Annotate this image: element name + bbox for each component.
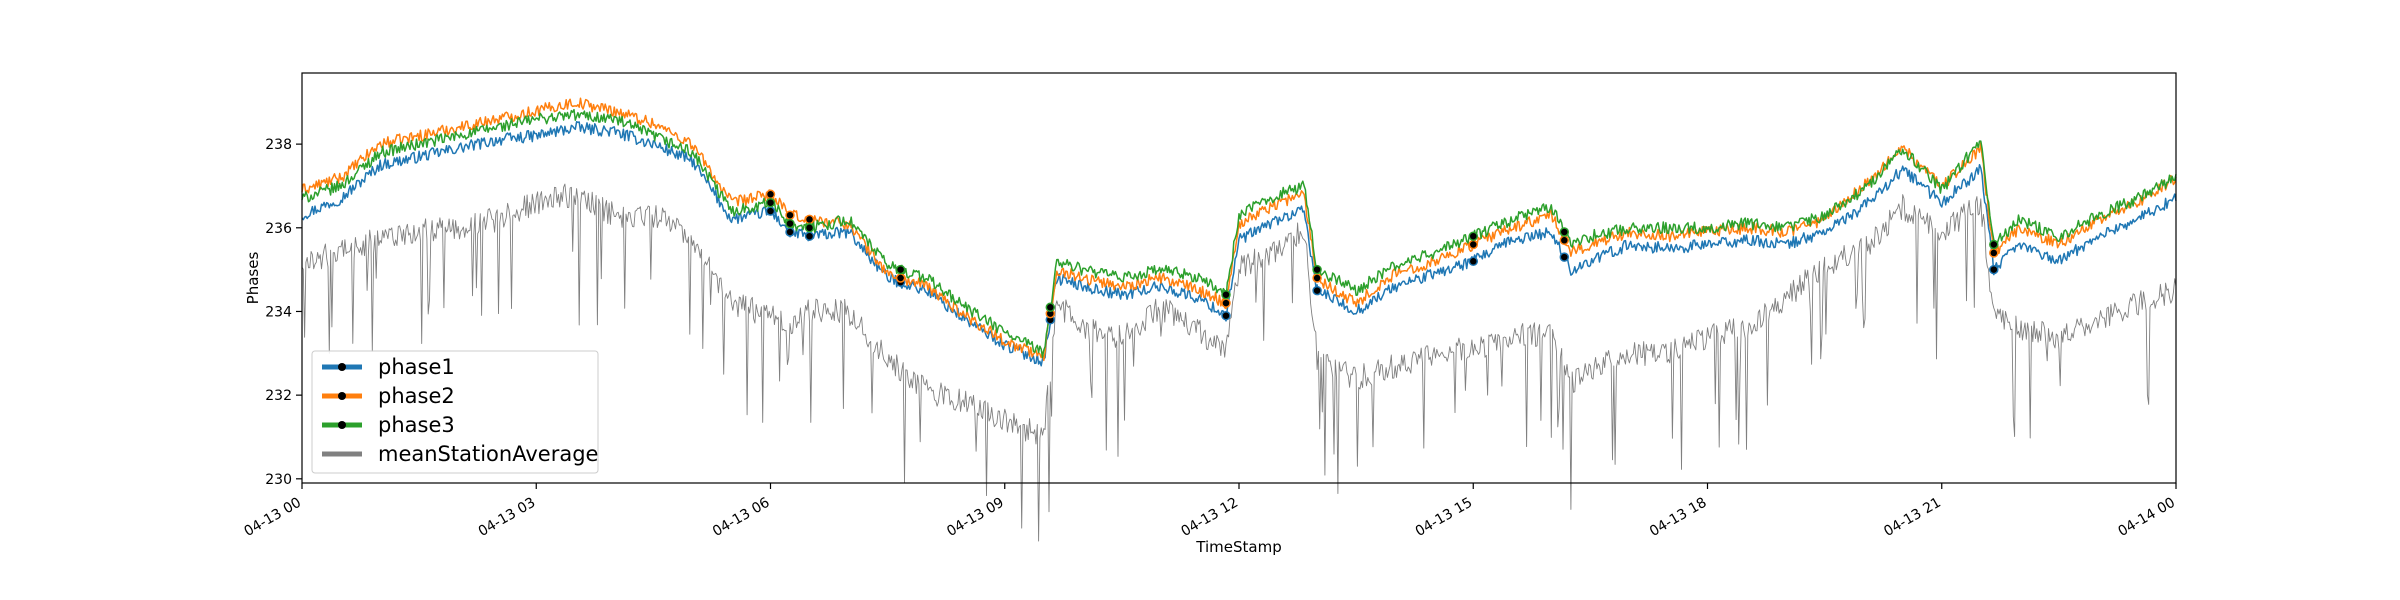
event-marker-phase1-9 (1989, 264, 1999, 275)
legend: phase1 phase2 phase3 meanStationAverage (311, 350, 599, 474)
event-marker-phase2-7 (1468, 239, 1479, 250)
legend-box (311, 350, 599, 474)
event-marker-phase3-3 (895, 264, 906, 275)
event-marker-phase3-7 (1468, 231, 1479, 241)
event-marker-phase3-4 (1045, 302, 1056, 313)
event-marker-phase2-9 (1989, 248, 1999, 258)
event-marker-phase1-5 (1221, 310, 1231, 321)
y-axis-label: Phases (244, 252, 262, 305)
event-marker-phase2-5 (1221, 298, 1231, 308)
y-tick-label: 230 (265, 472, 292, 488)
y-tick-label: 232 (265, 388, 292, 404)
legend-label-phase3: phase3 (378, 413, 455, 437)
event-marker-phase1-2 (804, 231, 815, 241)
event-marker-phase3-8 (1559, 227, 1570, 237)
event-marker-phase1-7 (1468, 256, 1479, 267)
event-marker-phase2-3 (895, 273, 906, 283)
event-marker-phase2-1 (785, 210, 795, 220)
event-marker-phase2-2 (804, 214, 815, 225)
y-tick-label: 236 (265, 221, 292, 237)
legend-label-phase1: phase1 (378, 355, 455, 379)
event-marker-phase2-0 (765, 189, 776, 200)
legend-marker-phase1 (338, 363, 346, 371)
series-line-phase3 (301, 108, 2177, 359)
event-marker-phase2-6 (1312, 273, 1322, 283)
event-marker-phase1-1 (785, 227, 795, 237)
y-tick-label: 238 (265, 137, 292, 153)
series-line-phase1 (301, 120, 2177, 367)
markers-layer (765, 189, 1999, 325)
event-marker-phase1-0 (765, 206, 776, 216)
plot-area (302, 73, 2176, 483)
legend-marker-phase2 (338, 392, 346, 400)
event-marker-phase3-0 (765, 197, 776, 208)
legend-marker-phase3 (338, 421, 346, 429)
series-line-meanStationAverage (301, 183, 2177, 542)
event-marker-phase3-6 (1312, 264, 1322, 275)
event-marker-phase3-9 (1989, 239, 1999, 250)
event-marker-phase3-1 (785, 218, 795, 229)
event-marker-phase1-6 (1312, 285, 1322, 296)
event-marker-phase3-2 (804, 223, 815, 233)
legend-label-meanStationAverage: meanStationAverage (378, 442, 598, 466)
y-axis: 230 232 234 236 238 (265, 137, 302, 488)
legend-label-phase2: phase2 (378, 384, 455, 408)
event-marker-phase2-8 (1559, 235, 1570, 246)
event-marker-phase1-8 (1559, 252, 1570, 262)
series-layer (301, 97, 2177, 542)
y-tick-label: 234 (265, 304, 292, 320)
event-marker-phase3-5 (1221, 289, 1231, 300)
x-axis-label: TimeStamp (1195, 538, 1281, 556)
